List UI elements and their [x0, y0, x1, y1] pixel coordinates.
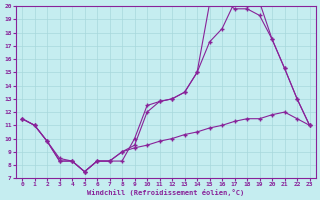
X-axis label: Windchill (Refroidissement éolien,°C): Windchill (Refroidissement éolien,°C) — [87, 189, 244, 196]
